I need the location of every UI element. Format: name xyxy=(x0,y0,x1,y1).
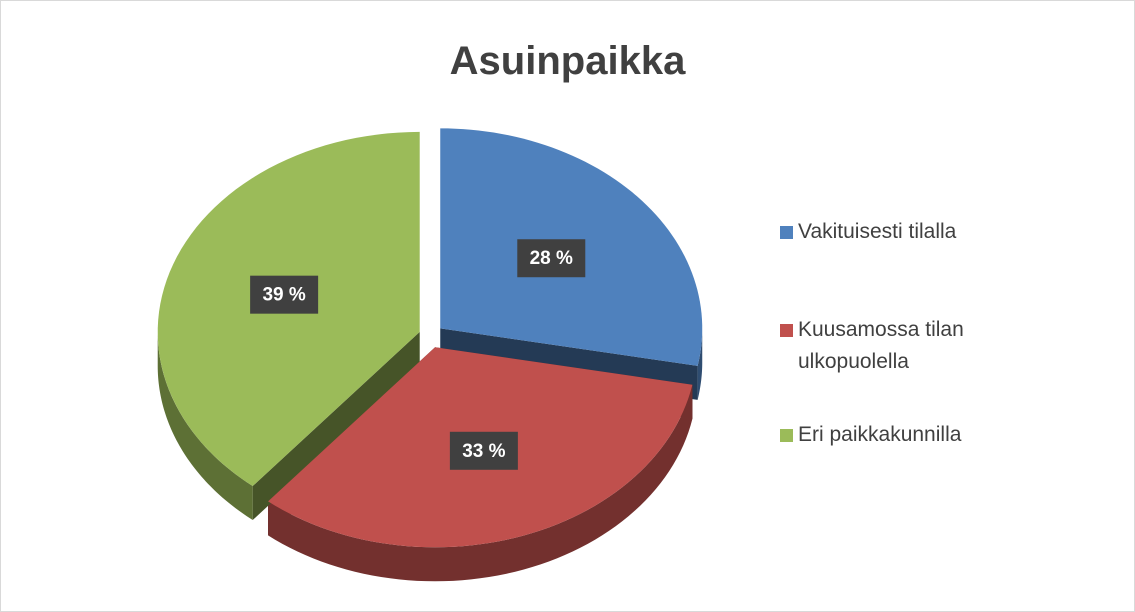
chart-title: Asuinpaikka xyxy=(449,39,686,83)
data-label: 39 % xyxy=(262,285,305,306)
legend-swatch xyxy=(780,324,793,337)
slice-side xyxy=(157,331,253,521)
data-label-box xyxy=(449,431,518,470)
legend-label: Eri paikkakunnilla xyxy=(798,423,962,446)
data-label-box xyxy=(517,239,586,278)
legend-swatch xyxy=(780,429,793,442)
legend-item: Vakituisesti tilalla xyxy=(780,216,1056,248)
slice-wall xyxy=(252,331,420,521)
legend-swatch xyxy=(780,226,793,239)
legend-item: Eri paikkakunnilla xyxy=(780,419,1056,451)
legend-label: Vakituisesti tilalla xyxy=(798,220,957,243)
data-label: 33 % xyxy=(462,441,505,462)
slice-side xyxy=(268,384,693,582)
slice-side xyxy=(697,328,703,400)
legend-label: Kuusamossa tilan ulkopuolella xyxy=(798,318,964,373)
data-label: 28 % xyxy=(530,248,573,269)
legend-item: Kuusamossa tilan ulkopuolella xyxy=(780,314,996,378)
data-label-box xyxy=(250,275,319,314)
